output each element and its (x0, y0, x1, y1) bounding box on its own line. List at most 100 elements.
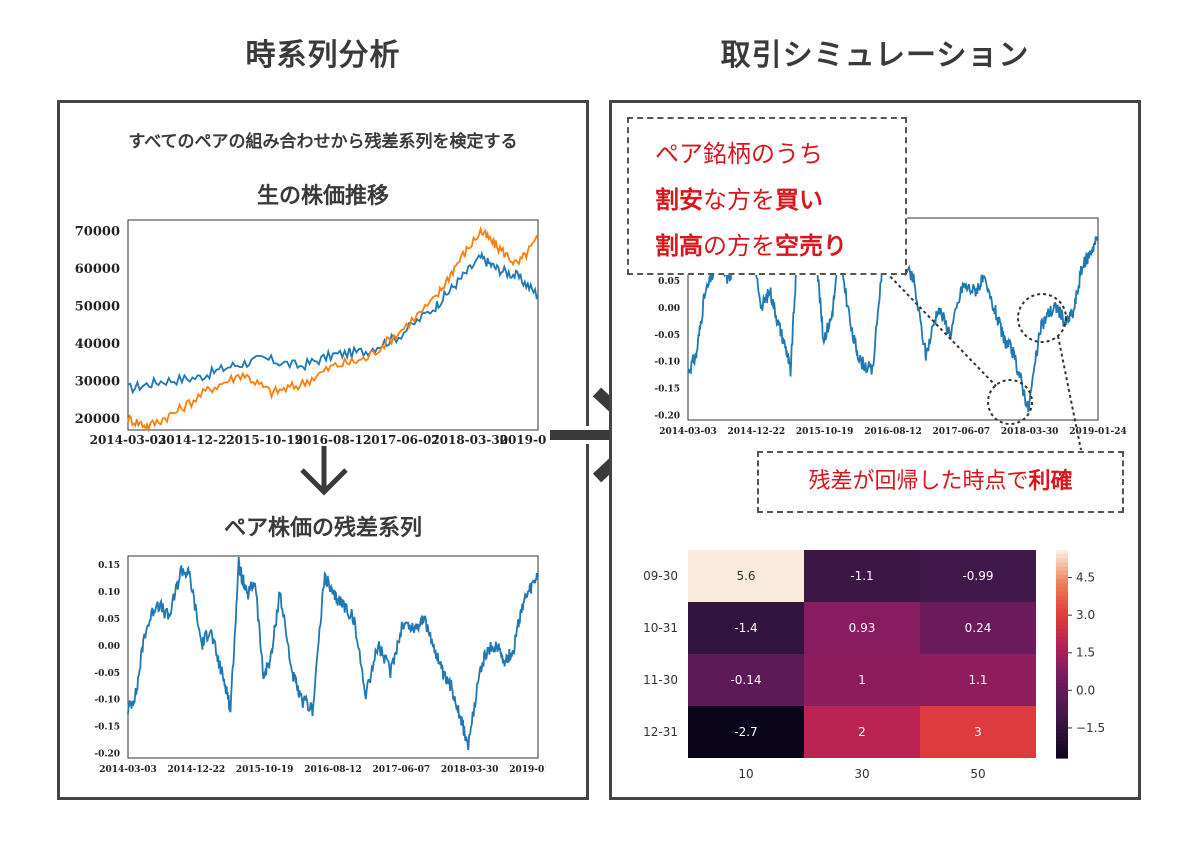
colorbar-segment (1056, 720, 1068, 726)
x-tick-label: 2014-03-03 (659, 427, 717, 437)
heatmap-value: -0.14 (730, 673, 761, 687)
price-plot-frame (127, 219, 539, 431)
heatmap-row-label: 09-30 (643, 569, 678, 583)
callout-short: 空売り (775, 232, 847, 260)
x-tick-label: 2014-12-22 (158, 433, 235, 447)
heatmap-row-label: 10-31 (643, 621, 678, 635)
y-tick-label: 0.05 (98, 615, 120, 625)
x-tick-label: 2019-01-24 (1069, 427, 1127, 437)
colorbar-segment (1056, 591, 1068, 597)
colorbar-segment (1056, 574, 1068, 580)
heatmap-value: 1.1 (968, 673, 987, 687)
y-tick-label: 70000 (75, 224, 120, 239)
heatmap-value: -2.7 (734, 725, 757, 739)
heatmap-cell (688, 654, 804, 706)
colorbar-segment (1056, 712, 1068, 717)
heatmap-value: -1.4 (734, 621, 757, 635)
y-tick-label: 30000 (75, 374, 120, 389)
x-tick-label: 2015-10-19 (226, 433, 303, 447)
pnl-heatmap: 5.6 -1.1 -0.99-1.4 0.93 0.24-0.14 1 1.1-2.7 2 30… (643, 550, 1105, 781)
colorbar-segment (1056, 612, 1068, 618)
colorbar-segment (1056, 566, 1068, 572)
y-tick-label: 60000 (75, 262, 120, 277)
revert-connector (1057, 335, 1083, 450)
colorbar-segment (1056, 716, 1068, 722)
series-line (127, 225, 539, 433)
colorbar-segment (1056, 587, 1068, 593)
colorbar-segment (1056, 745, 1068, 751)
colorbar-segment (1056, 641, 1068, 647)
series-line (127, 250, 539, 395)
callout-line-2: 割安な方を買い (655, 177, 905, 223)
dip-circle (987, 379, 1033, 425)
colorbar-segment (1056, 749, 1068, 755)
heatmap-cell (920, 550, 1036, 602)
heatmap-cell (920, 602, 1036, 654)
colorbar-segment (1056, 558, 1068, 564)
y-tick-label: 20000 (75, 412, 120, 427)
left-heading: 時系列分析 (245, 38, 401, 73)
y-tick-label: -0.05 (654, 331, 680, 341)
y-tick-label: -0.10 (94, 696, 120, 706)
take-profit-bold: 利確 (1028, 469, 1073, 494)
colorbar-segment (1056, 708, 1068, 713)
price-chart-title: 生の株価推移 (256, 184, 389, 209)
colorbar-segment (1056, 624, 1068, 630)
colorbar-segment (1056, 604, 1068, 609)
heatmap-value: 0.24 (965, 621, 992, 635)
heatmap-row-label: 12-31 (643, 725, 678, 739)
colorbar-segment (1056, 616, 1068, 622)
colorbar-segment (1056, 620, 1068, 626)
y-tick-label: 0.00 (98, 642, 120, 652)
colorbar-segment (1056, 674, 1068, 680)
y-tick-label: -0.20 (654, 412, 680, 422)
heatmap-value: -0.99 (962, 569, 993, 583)
heatmap-value: 1 (858, 673, 866, 687)
colorbar-segment (1056, 629, 1068, 634)
colorbar-segment (1056, 583, 1068, 589)
heatmap-cell (688, 550, 804, 602)
y-tick-label: 0.10 (98, 588, 120, 598)
colorbar-segment (1056, 666, 1068, 672)
x-tick-label: 2016-08-12 (864, 427, 922, 437)
x-tick-label: 2015-10-19 (236, 765, 294, 775)
y-tick-label: 0.15 (98, 561, 120, 571)
callout-rich-rest: の方を (703, 232, 775, 260)
colorbar-segment (1056, 670, 1068, 676)
colorbar-segment (1056, 608, 1068, 613)
heatmap-value: 2 (858, 725, 866, 739)
colorbar-segment (1056, 728, 1068, 734)
residual-chart: -0.20 -0.15 -0.10 -0.05 0.00 0.05 0.10 0.15 2014… (94, 555, 546, 775)
x-tick-label: 2017-06-07 (373, 765, 431, 775)
y-tick-label: -0.15 (94, 723, 120, 733)
colorbar-segment (1056, 733, 1068, 738)
residual-chart-title: ペア株価の残差系列 (223, 516, 422, 541)
heatmap-cell (688, 602, 804, 654)
heatmap-col-label: 10 (738, 767, 753, 781)
colorbar-segment (1056, 649, 1068, 655)
take-profit-callout: 残差が回帰した時点で利確 (757, 451, 1124, 513)
colorbar-segment (1056, 633, 1068, 638)
right-heading: 取引シミュレーション (720, 38, 1030, 73)
colorbar-segment (1056, 579, 1068, 584)
callout-cheap: 割安 (655, 186, 703, 214)
x-tick-label: 2017-06-07 (363, 433, 440, 447)
y-tick-label: -0.05 (94, 669, 120, 679)
price-chart: 20000 30000 40000 50000 60000 70000 2014-03-03… (75, 219, 546, 447)
x-tick-label: 2018-03-30 (441, 765, 499, 775)
y-tick-label: -0.10 (654, 358, 680, 368)
heatmap-cell (804, 550, 920, 602)
colorbar-segment (1056, 737, 1068, 742)
callout-buy: 買い (775, 186, 823, 214)
callout-rich: 割高 (655, 232, 703, 260)
colorbar-segment (1056, 753, 1068, 759)
colorbar-tick-label: 4.5 (1076, 571, 1095, 585)
callout-cheap-rest: な方を (703, 186, 775, 214)
heatmap-value: -1.1 (850, 569, 873, 583)
y-tick-label: 0.05 (658, 277, 680, 287)
heatmap-cell (804, 602, 920, 654)
x-tick-label: 2019-01-24 (500, 433, 546, 447)
down-arrow-icon (300, 446, 348, 496)
revert-circle (1017, 293, 1067, 343)
colorbar-segment (1056, 691, 1068, 697)
